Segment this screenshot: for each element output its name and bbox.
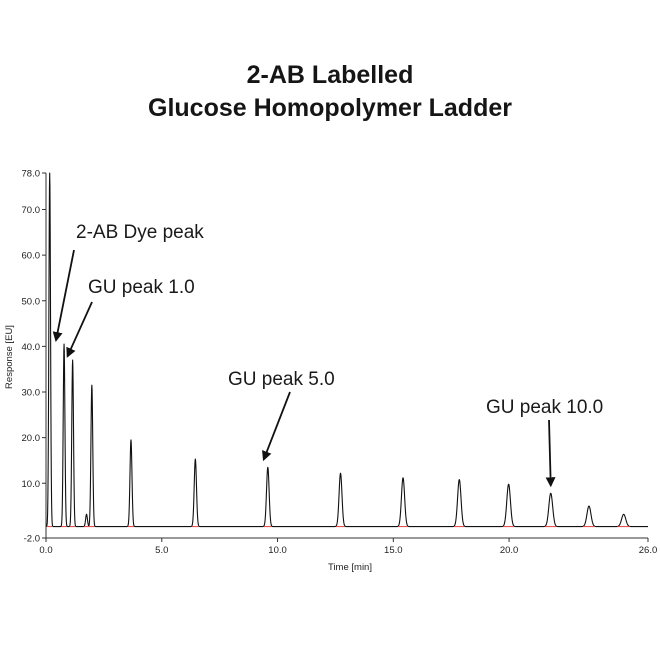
x-axis-label: Time [min] [328, 562, 372, 573]
chart-title-line-2: Glucose Homopolymer Ladder [148, 94, 512, 122]
y-tick-label: 20.0 [22, 433, 41, 444]
x-tick-label: 20.0 [500, 545, 519, 556]
y-tick-label: -2.0 [24, 534, 40, 545]
y-tick-label: 70.0 [22, 205, 41, 216]
chart-title-line-1: 2-AB Labelled [246, 61, 414, 89]
y-tick-label: 78.0 [22, 169, 41, 180]
chart-annotations: 2-AB Dye peak GU peak 1.0 GU peak 5.0 GU pe… [52, 222, 603, 488]
annotation-arrow [545, 419, 556, 488]
y-tick-label: 10.0 [22, 479, 41, 490]
x-tick-label: 0.0 [39, 545, 52, 556]
annotation-label: 2-AB Dye peak [76, 222, 204, 243]
annotation-arrow [66, 301, 93, 358]
chromatogram-line [45, 172, 649, 528]
annotation-label: GU peak 5.0 [228, 369, 335, 390]
x-tick-label: 10.0 [268, 545, 287, 556]
y-tick-label: 60.0 [22, 251, 41, 262]
annotation-arrow [52, 249, 75, 343]
chromatogram-trace [45, 172, 649, 528]
y-tick-label: 50.0 [22, 296, 41, 307]
annotation-arrow [262, 391, 291, 462]
x-tick-label: 15.0 [384, 545, 403, 556]
y-axis-label: Response [EU] [4, 325, 15, 389]
y-tick-label: 30.0 [22, 388, 41, 399]
annotation-label: GU peak 1.0 [88, 277, 195, 298]
y-tick-label: 40.0 [22, 342, 41, 353]
x-tick-label: 5.0 [155, 545, 168, 556]
x-tick-label: 26.0 [639, 545, 658, 556]
chart-axes: -2.0 10.0 20.0 30.0 40.0 50.0 60.0 70.0 78.0 0.0 5… [22, 169, 658, 557]
annotation-label: GU peak 10.0 [486, 397, 603, 418]
